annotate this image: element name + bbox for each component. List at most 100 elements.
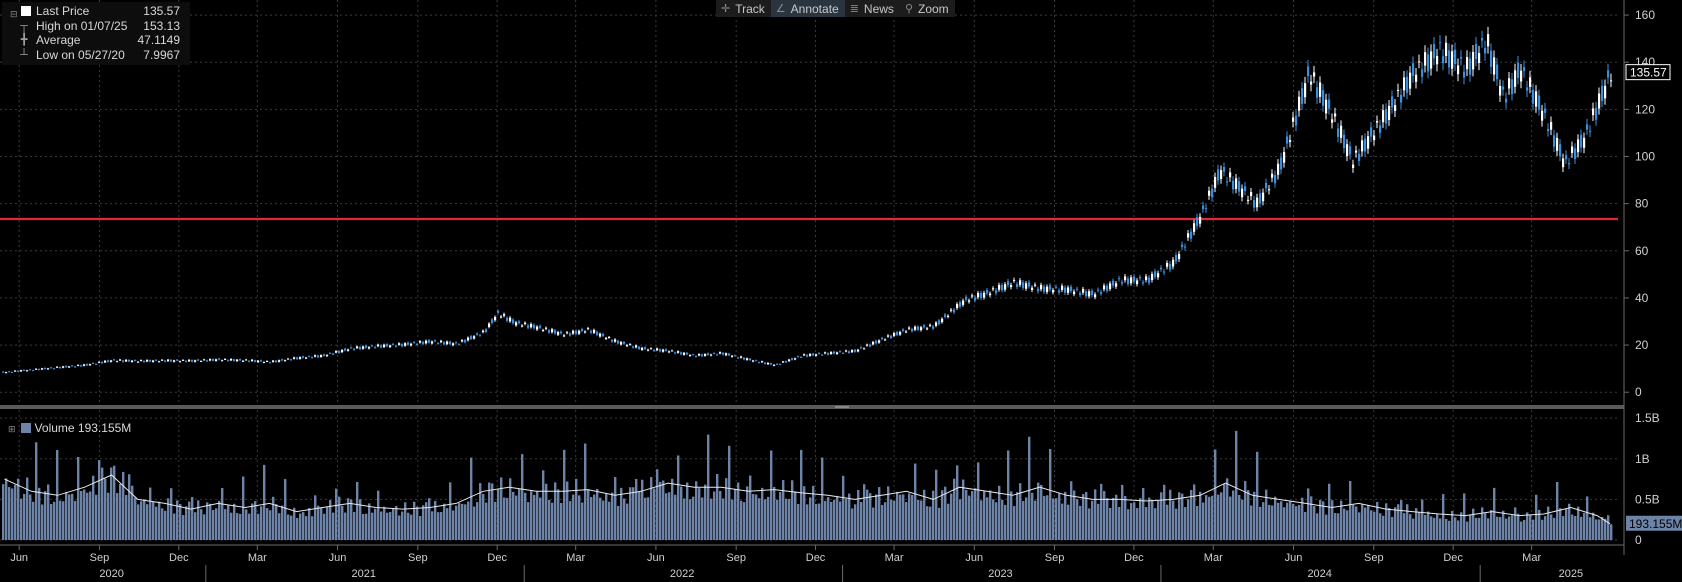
volume-bar [44, 491, 47, 540]
volume-legend[interactable]: ⊞ Volume 193.155M [8, 421, 131, 435]
candle-body [1529, 77, 1532, 87]
volume-bar [110, 467, 113, 540]
candle-body [221, 360, 224, 362]
volume-bar [782, 480, 785, 540]
candle-body [1124, 276, 1127, 281]
candle-body [1577, 139, 1580, 153]
volume-bar [1277, 502, 1280, 540]
candle-body [1343, 134, 1346, 149]
volume-bar [1499, 517, 1502, 540]
volume-bar [407, 512, 410, 540]
volume-bar [245, 509, 248, 540]
candle-body [962, 300, 965, 305]
volume-bar [959, 499, 962, 540]
candle-body [59, 367, 62, 369]
candle-body [116, 361, 119, 363]
candle-body [824, 352, 827, 354]
candle-body [1040, 284, 1043, 290]
candle-body [842, 352, 845, 354]
candle-body [1127, 278, 1130, 284]
candle-body [1451, 51, 1454, 69]
volume-bar [455, 505, 458, 540]
news-button[interactable]: ≣ News [845, 0, 900, 17]
volume-last-value-label: 193.155M [1629, 517, 1682, 531]
candle-body [761, 361, 764, 363]
candle-body [668, 351, 671, 353]
legend-last-price[interactable]: ⊟ Last Price 135.57 [2, 4, 190, 19]
candle-body [1103, 285, 1106, 290]
candle-body [872, 341, 875, 345]
candle-body [1247, 199, 1250, 201]
candle-body [728, 353, 731, 356]
candle-body [1073, 291, 1076, 295]
candle-body [143, 360, 146, 363]
high-marker-icon: ┬ [20, 19, 28, 32]
candle-body [1142, 282, 1145, 284]
candle-body [542, 330, 545, 332]
legend-low[interactable]: ┴ Low on 05/27/20 7.9967 [2, 48, 190, 63]
zoom-button[interactable]: ⚲ Zoom [900, 0, 955, 17]
volume-bar [1100, 483, 1103, 540]
volume-bar [347, 498, 350, 540]
volume-bar [230, 512, 233, 540]
candle-body [971, 295, 974, 297]
candle-body [38, 368, 41, 371]
volume-bar [242, 476, 245, 540]
month-tick-label: Sep [408, 552, 428, 564]
volume-bar [1577, 506, 1580, 540]
zoom-label: Zoom [918, 1, 949, 16]
candle-body [1496, 64, 1499, 80]
expand-icon[interactable]: ⊞ [8, 424, 16, 434]
candle-body [74, 366, 77, 368]
candle-body [770, 363, 773, 365]
legend-average[interactable]: ╋ Average 47.1149 [2, 33, 190, 48]
volume-bar [206, 502, 209, 540]
candle-body [1031, 287, 1034, 290]
candle-body [548, 330, 551, 333]
candle-body [1136, 280, 1139, 285]
candle-body [302, 356, 305, 358]
candle-body [845, 350, 848, 352]
candle-body [1223, 166, 1226, 172]
volume-bar [1517, 513, 1520, 540]
candle-body [809, 353, 812, 356]
volume-bar [740, 500, 743, 540]
volume-bar [1325, 514, 1328, 540]
volume-bar [827, 497, 830, 540]
volume-bar [1487, 518, 1490, 540]
candle-body [1295, 115, 1298, 126]
candle-body [986, 289, 989, 294]
volume-bar [248, 513, 251, 540]
candle-body [1475, 44, 1478, 60]
volume-bar [470, 457, 473, 540]
candle-body [182, 359, 185, 361]
candle-body [776, 363, 779, 365]
candle-body [1199, 216, 1202, 224]
volume-bar [518, 488, 521, 540]
candle-body [365, 345, 368, 348]
volume-bar [989, 490, 992, 540]
volume-bar [1220, 492, 1223, 540]
candle-body [788, 359, 791, 362]
candle-body [1061, 285, 1064, 290]
volume-bar [596, 488, 599, 540]
candle-body [1598, 93, 1601, 109]
volume-bar [869, 493, 872, 540]
track-button[interactable]: ✛ Track [716, 0, 771, 17]
annotate-button[interactable]: ∠ Annotate [770, 0, 845, 17]
volume-bar [119, 484, 122, 540]
volume-bar [1007, 450, 1010, 540]
candle-body [764, 362, 767, 364]
volume-bar [1196, 505, 1199, 540]
candle-body [641, 347, 644, 350]
candle-body [5, 372, 8, 374]
legend-high[interactable]: ┬ High on 01/07/25 153.13 [2, 19, 190, 34]
candle-body [47, 368, 50, 370]
volume-bar [1604, 518, 1607, 540]
collapse-icon[interactable]: ⊟ [10, 9, 18, 19]
volume-bar [200, 509, 203, 540]
volume-bar [1529, 515, 1532, 540]
candle-body [1160, 267, 1163, 270]
volume-bar [1481, 507, 1484, 540]
